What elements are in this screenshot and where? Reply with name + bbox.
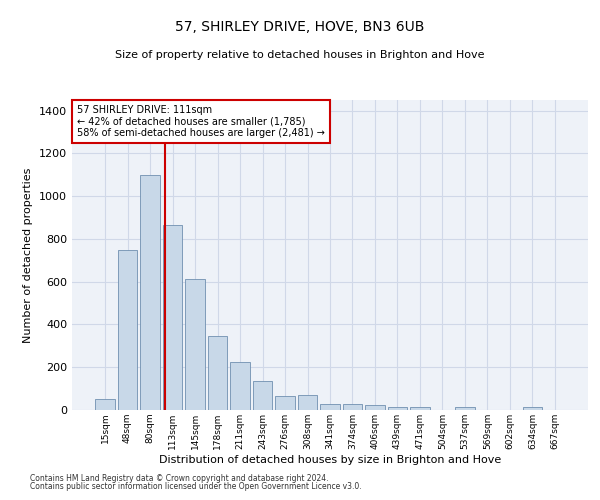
Text: Distribution of detached houses by size in Brighton and Hove: Distribution of detached houses by size … xyxy=(159,455,501,465)
Bar xyxy=(320,404,340,410)
Bar xyxy=(163,225,182,410)
Bar xyxy=(523,408,542,410)
Text: 57, SHIRLEY DRIVE, HOVE, BN3 6UB: 57, SHIRLEY DRIVE, HOVE, BN3 6UB xyxy=(175,20,425,34)
Bar xyxy=(185,278,205,410)
Bar xyxy=(208,336,227,410)
Text: Size of property relative to detached houses in Brighton and Hove: Size of property relative to detached ho… xyxy=(115,50,485,60)
Bar xyxy=(388,407,407,410)
Bar xyxy=(140,175,160,410)
Bar xyxy=(298,395,317,410)
Bar xyxy=(230,362,250,410)
Bar xyxy=(118,250,137,410)
Bar xyxy=(253,381,272,410)
Text: 57 SHIRLEY DRIVE: 111sqm
← 42% of detached houses are smaller (1,785)
58% of sem: 57 SHIRLEY DRIVE: 111sqm ← 42% of detach… xyxy=(77,104,325,138)
Bar xyxy=(95,400,115,410)
Bar xyxy=(275,396,295,410)
Text: Contains HM Land Registry data © Crown copyright and database right 2024.: Contains HM Land Registry data © Crown c… xyxy=(30,474,329,483)
Y-axis label: Number of detached properties: Number of detached properties xyxy=(23,168,34,342)
Bar xyxy=(410,407,430,410)
Bar xyxy=(455,408,475,410)
Bar xyxy=(365,406,385,410)
Text: Contains public sector information licensed under the Open Government Licence v3: Contains public sector information licen… xyxy=(30,482,362,491)
Bar xyxy=(343,404,362,410)
